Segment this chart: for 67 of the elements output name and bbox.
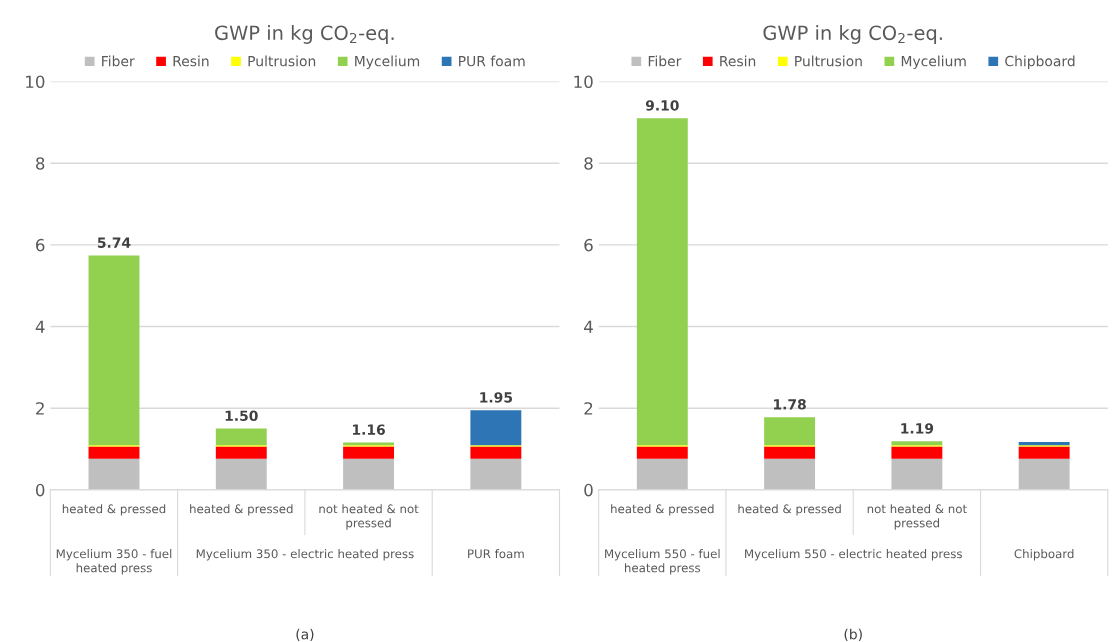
bar: [636, 118, 688, 446]
y-tick-label: 8: [584, 157, 593, 170]
total-label: 5.74: [97, 237, 131, 248]
y-tick-label: 6: [584, 238, 593, 252]
text: Mycelium 550 - electric heated press: [745, 549, 962, 561]
total-label: 1.19: [901, 423, 934, 434]
total-label: 1.78: [774, 399, 806, 410]
text: Chipboard: [1014, 549, 1074, 561]
total-label: 1.95: [480, 392, 513, 403]
bar: [1018, 458, 1070, 490]
y-tick-label: 2: [584, 402, 593, 415]
bar: [1018, 446, 1070, 459]
text: (a): [296, 628, 314, 642]
bar: [215, 446, 267, 459]
legend-label: PUR foam: [459, 55, 525, 67]
bar: [88, 446, 140, 459]
total-label: 9.10: [645, 100, 679, 111]
x-tick-label: heated & pressed: [190, 504, 293, 516]
x-tick-label: not heated & not pressed: [319, 504, 419, 530]
bar: [343, 458, 395, 490]
legend-label: Chipboard: [1005, 55, 1075, 70]
y-tick-label: 10: [574, 75, 593, 89]
legend-label: Mycelium: [901, 55, 966, 70]
bar: [891, 446, 943, 459]
total-label: 1.16: [353, 424, 385, 435]
legend-label: Resin: [720, 55, 756, 67]
chart-title: GWP in kg CO$_{2}$-eq.: [215, 25, 394, 44]
bar: [891, 441, 943, 446]
bar: [764, 446, 816, 459]
bar: [88, 458, 140, 490]
text: (b): [844, 628, 862, 642]
chart-title: GWP in kg CO$_{2}$-eq.: [763, 25, 942, 44]
bar: [88, 255, 140, 446]
text: PUR foam: [468, 549, 524, 559]
y-tick-label: 0: [35, 483, 45, 497]
text: Mycelium 350 - electric heated press: [196, 549, 414, 561]
bar: [470, 410, 522, 446]
legend-label: Fiber: [648, 55, 682, 67]
legend-label: Pultrusion: [795, 55, 862, 67]
bar: [636, 458, 688, 490]
legend-label: Fiber: [102, 55, 135, 67]
y-tick-label: 4: [35, 320, 45, 333]
text: Mycelium 350 - fuel heated press: [56, 549, 172, 575]
y-tick-label: 4: [584, 320, 593, 333]
bar: [636, 446, 688, 459]
x-tick-label: heated & pressed: [62, 504, 166, 516]
bar: [215, 428, 267, 446]
legend-label: Resin: [173, 55, 209, 67]
x-tick-label: heated & pressed: [611, 504, 714, 516]
legend-label: Mycelium: [355, 55, 420, 70]
bar: [764, 458, 816, 490]
bar: [891, 458, 943, 490]
y-tick-label: 0: [584, 483, 593, 497]
bar: [470, 458, 522, 490]
y-tick-label: 8: [36, 157, 45, 170]
text: Mycelium 550 - fuel heated press: [605, 549, 720, 575]
y-tick-label: 6: [36, 238, 45, 252]
bar: [764, 417, 816, 446]
bar: [343, 446, 395, 459]
bar: [215, 458, 267, 490]
legend-label: Pultrusion: [248, 55, 316, 67]
x-tick-label: heated & pressed: [738, 504, 841, 516]
bar: [470, 446, 522, 459]
y-tick-label: 10: [26, 75, 45, 89]
total-label: 1.50: [225, 410, 258, 422]
x-tick-label: not heated & not pressed: [867, 504, 967, 530]
y-tick-label: 2: [36, 402, 44, 415]
